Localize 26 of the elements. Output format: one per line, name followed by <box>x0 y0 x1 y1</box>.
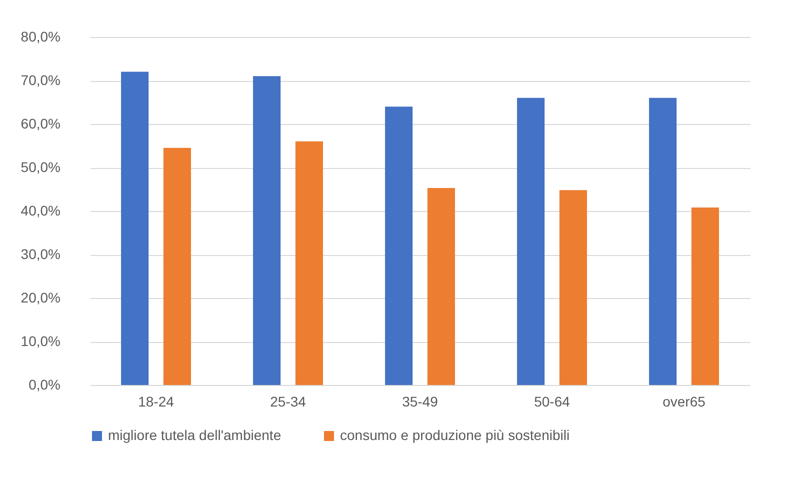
y-tick-label: 70,0% <box>20 72 60 88</box>
x-tick-label: over65 <box>662 394 706 410</box>
bar <box>295 141 323 385</box>
x-tick-label: 35-49 <box>402 394 438 410</box>
bar <box>649 98 677 385</box>
bar <box>385 106 413 385</box>
legend-label: migliore tutela dell'ambiente <box>108 427 282 443</box>
y-tick-label: 10,0% <box>20 333 60 349</box>
legend-label: consumo e produzione più sostenibili <box>340 427 570 443</box>
bar <box>517 98 545 385</box>
y-tick-label: 40,0% <box>20 202 60 218</box>
bar <box>163 148 191 385</box>
bar <box>427 188 455 385</box>
x-tick-label: 50-64 <box>534 394 570 410</box>
bar <box>559 190 587 385</box>
x-tick-label: 18-24 <box>138 394 174 410</box>
y-tick-label: 80,0% <box>20 28 60 44</box>
bar <box>691 208 719 385</box>
bar <box>253 76 281 385</box>
y-tick-label: 50,0% <box>20 159 60 175</box>
bar <box>121 72 149 385</box>
y-tick-label: 60,0% <box>20 116 60 132</box>
x-tick-label: 25-34 <box>270 394 306 410</box>
y-tick-label: 0,0% <box>28 376 60 392</box>
y-tick-label: 30,0% <box>20 246 60 262</box>
y-tick-label: 20,0% <box>20 290 60 306</box>
